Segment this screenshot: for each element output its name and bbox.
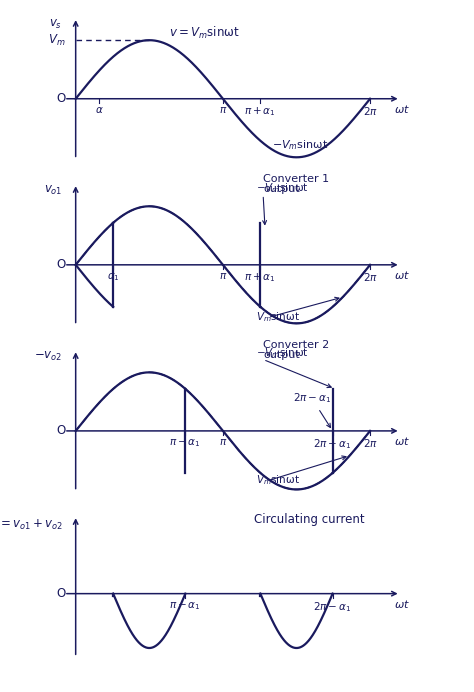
Text: $\pi+\alpha_1$: $\pi+\alpha_1$ [245, 104, 276, 118]
Text: O: O [56, 258, 65, 271]
Text: $\pi$: $\pi$ [219, 104, 227, 115]
Text: output: output [263, 183, 300, 194]
Text: $\pi$: $\pi$ [219, 437, 227, 447]
Text: $\omega t$: $\omega t$ [394, 103, 410, 115]
Text: $\omega t$: $\omega t$ [394, 269, 410, 281]
Text: $V_m\rm{sin}\omega t$: $V_m\rm{sin}\omega t$ [256, 311, 300, 325]
Text: $2\pi-\alpha_1$: $2\pi-\alpha_1$ [313, 601, 352, 614]
Text: $\omega t$: $\omega t$ [394, 435, 410, 447]
Text: $-V_m\rm{sin}\omega t$: $-V_m\rm{sin}\omega t$ [256, 346, 309, 360]
Text: $V_m$: $V_m$ [48, 33, 65, 48]
Text: $v_s$: $v_s$ [49, 18, 63, 31]
Text: $\alpha$: $\alpha$ [95, 104, 103, 115]
Text: $2\pi$: $2\pi$ [363, 104, 378, 117]
Text: $-v_{o2}$: $-v_{o2}$ [34, 350, 63, 363]
Text: $v_f(t)=v_{o1}+v_{o2}$: $v_f(t)=v_{o1}+v_{o2}$ [0, 516, 63, 532]
Text: $2\pi-\alpha_1$: $2\pi-\alpha_1$ [313, 437, 352, 450]
Text: $\omega t$: $\omega t$ [394, 598, 410, 610]
Text: Converter 2: Converter 2 [263, 340, 329, 349]
Text: output: output [263, 349, 300, 360]
Text: O: O [56, 587, 65, 600]
Text: $v_{o1}$: $v_{o1}$ [44, 184, 63, 197]
Text: $2\pi$: $2\pi$ [363, 271, 378, 283]
Text: $V_m\rm{sin}\omega t$: $V_m\rm{sin}\omega t$ [256, 473, 300, 487]
Text: O: O [56, 424, 65, 437]
Text: $\pi$: $\pi$ [219, 271, 227, 281]
Text: $-V_m\rm{sin}\omega t$: $-V_m\rm{sin}\omega t$ [256, 181, 309, 195]
Text: $\alpha_1$: $\alpha_1$ [107, 271, 119, 283]
Text: $\pi-\alpha_1$: $\pi-\alpha_1$ [170, 601, 201, 612]
Text: $v = V_m\rm{sin}\omega t$: $v = V_m\rm{sin}\omega t$ [169, 26, 240, 42]
Text: Converter 1: Converter 1 [263, 174, 329, 183]
Text: Circulating current: Circulating current [254, 513, 365, 526]
Text: $2\pi-\alpha_1$: $2\pi-\alpha_1$ [293, 392, 331, 428]
Text: O: O [56, 92, 65, 105]
Text: $2\pi$: $2\pi$ [363, 437, 378, 449]
Text: $\pi+\alpha_1$: $\pi+\alpha_1$ [245, 271, 276, 284]
Text: $\pi-\alpha_1$: $\pi-\alpha_1$ [170, 437, 201, 449]
Text: $-V_m\rm{sin}\omega t$: $-V_m\rm{sin}\omega t$ [273, 138, 328, 152]
